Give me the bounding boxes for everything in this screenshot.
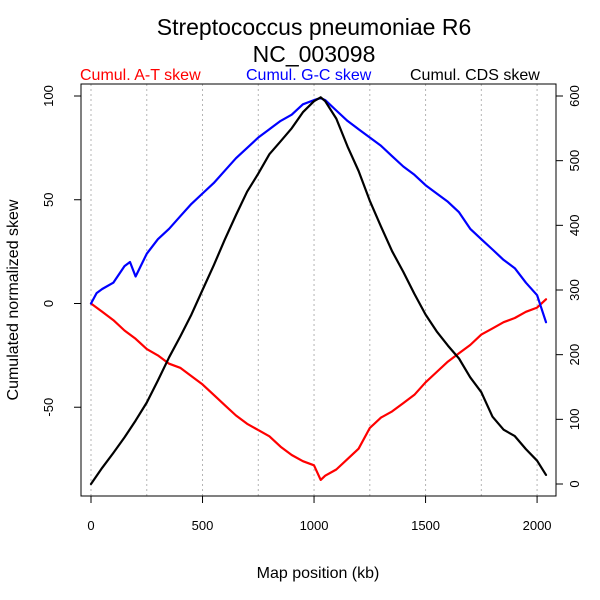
y2-tick-label: 400 [567, 214, 582, 236]
y2-tick-label: 500 [567, 150, 582, 172]
x-tick-label: 500 [192, 518, 214, 533]
y2-tick-label: 300 [567, 279, 582, 301]
legend-cds-skew: Cumul. CDS skew [410, 67, 540, 84]
y-axis-left: 100 50 0 -50 [41, 85, 81, 417]
y2-tick-label: 100 [567, 408, 582, 430]
x-tick-label: 2000 [523, 518, 552, 533]
legend-at-skew: Cumul. A-T skew [80, 67, 201, 84]
chart-subtitle: NC_003098 [253, 41, 376, 67]
cds-skew-line [89, 96, 548, 486]
x-axis-title: Map position (kb) [257, 565, 380, 582]
series-lines [89, 96, 548, 486]
y-tick-label: 50 [41, 193, 56, 207]
x-tick-label: 1500 [411, 518, 440, 533]
grid-lines [90, 84, 538, 496]
x-tick-label: 1000 [300, 518, 329, 533]
y2-tick-label: 200 [567, 344, 582, 366]
y-tick-label: 0 [41, 300, 56, 307]
y-tick-label: 100 [41, 85, 56, 107]
x-tick-label: 0 [87, 518, 94, 533]
y2-tick-label: 600 [567, 85, 582, 107]
legend-gc-skew: Cumul. G-C skew [246, 67, 372, 84]
chart-title: Streptococcus pneumoniae R6 [157, 14, 472, 40]
gc-skew-line [89, 96, 548, 324]
x-axis: 0 500 1000 1500 2000 [87, 496, 552, 533]
plot-frame [80, 83, 557, 497]
at-skew-line [89, 298, 548, 481]
y-tick-label: -50 [41, 398, 56, 417]
y-axis-right: 0 100 200 300 400 500 600 [556, 85, 582, 488]
y2-tick-label: 0 [567, 480, 582, 487]
y-axis-title: Cumulated normalized skew [5, 199, 22, 400]
